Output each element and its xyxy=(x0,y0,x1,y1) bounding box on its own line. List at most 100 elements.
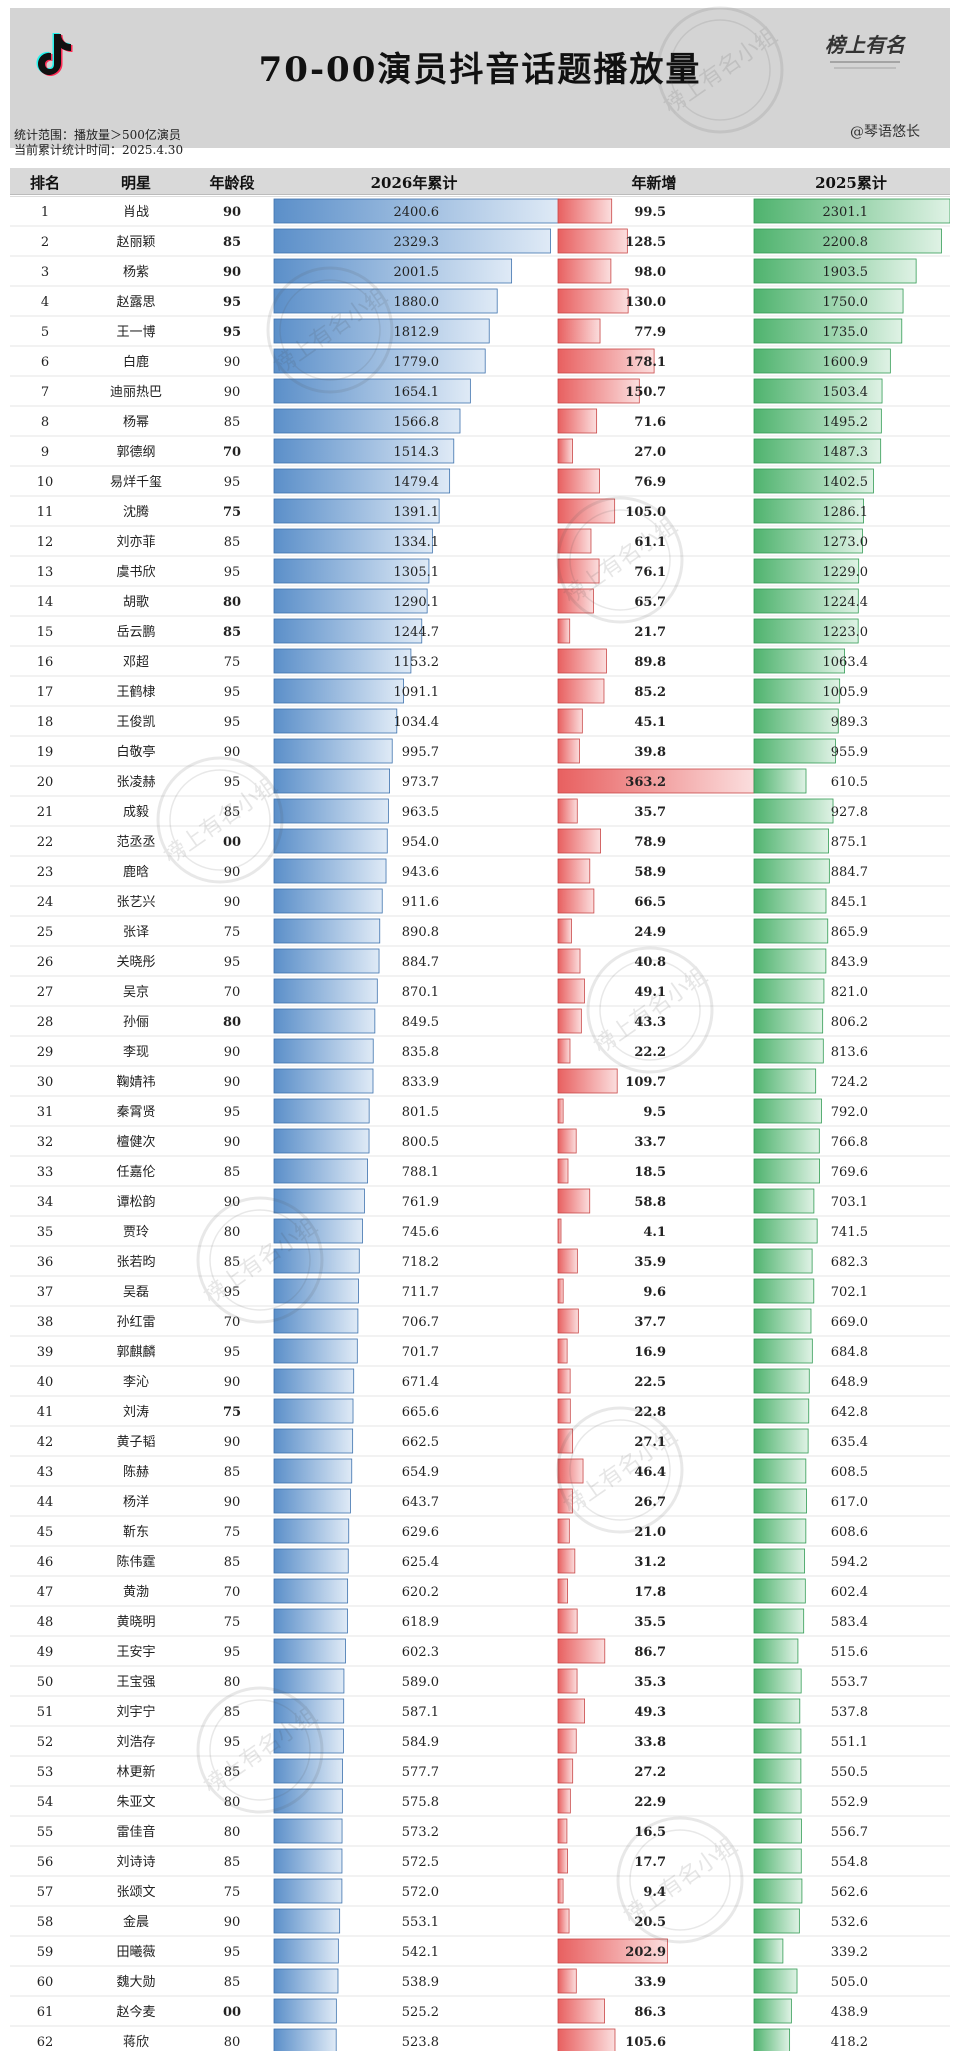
total-value-label: 701.7 xyxy=(402,1345,439,1360)
name-label: 刘浩存 xyxy=(116,1735,155,1750)
new-bar xyxy=(557,1218,562,1244)
total-bar xyxy=(273,1818,343,1844)
table-row: 38 孙红雷 70 706.7 37.7 669.0 xyxy=(10,1308,950,1337)
new-bar xyxy=(557,1368,571,1394)
new-bar xyxy=(557,1488,573,1514)
age-label: 95 xyxy=(224,1735,241,1750)
age-label: 95 xyxy=(224,1285,241,1300)
total-value-label: 1244.7 xyxy=(394,625,440,640)
age-label: 00 xyxy=(223,835,241,850)
rank-label: 6 xyxy=(41,355,49,370)
total-value-label: 587.1 xyxy=(402,1705,439,1720)
rank-label: 17 xyxy=(37,685,54,700)
table-row: 18 王俊凯 95 1034.4 45.1 989.3 xyxy=(10,708,950,737)
table-row: 47 黄渤 70 620.2 17.8 602.4 xyxy=(10,1578,950,1607)
table-row: 5 王一博 95 1812.9 77.9 1735.0 xyxy=(10,318,950,347)
table-row: 23 鹿晗 90 943.6 58.9 884.7 xyxy=(10,858,950,887)
total-bar xyxy=(273,798,389,824)
prev-bar xyxy=(753,1398,810,1424)
rank-label: 28 xyxy=(37,1015,54,1030)
prev-bar xyxy=(753,1548,806,1574)
table-row: 53 林更新 85 577.7 27.2 550.5 xyxy=(10,1758,950,1787)
prev-bar xyxy=(753,1698,801,1724)
prev-value-label: 1503.4 xyxy=(823,385,869,400)
age-label: 90 xyxy=(223,265,241,280)
prev-bar xyxy=(753,1428,809,1454)
total-value-label: 711.7 xyxy=(402,1285,439,1300)
table-row: 43 陈赫 85 654.9 46.4 608.5 xyxy=(10,1458,950,1487)
total-value-label: 575.8 xyxy=(402,1795,439,1810)
total-bar xyxy=(273,948,380,974)
new-value-label: 24.9 xyxy=(634,925,666,940)
total-value-label: 943.6 xyxy=(402,865,439,880)
table-row: 56 刘诗诗 85 572.5 17.7 554.8 xyxy=(10,1848,950,1877)
total-value-label: 761.9 xyxy=(402,1195,439,1210)
prev-value-label: 550.5 xyxy=(831,1765,868,1780)
prev-value-label: 1495.2 xyxy=(823,415,869,430)
prev-value-label: 1229.0 xyxy=(823,565,869,580)
total-value-label: 788.1 xyxy=(402,1165,439,1180)
new-value-label: 109.7 xyxy=(625,1075,666,1090)
prev-value-label: 515.6 xyxy=(831,1645,868,1660)
total-value-label: 584.9 xyxy=(402,1735,439,1750)
new-value-label: 39.8 xyxy=(634,745,666,760)
rank-label: 31 xyxy=(37,1105,54,1120)
total-bar xyxy=(273,198,560,224)
prev-bar xyxy=(753,348,891,374)
prev-value-label: 1224.4 xyxy=(823,595,869,610)
total-value-label: 572.0 xyxy=(402,1885,439,1900)
new-bar xyxy=(557,1128,577,1154)
total-value-label: 620.2 xyxy=(402,1585,439,1600)
new-bar xyxy=(557,408,598,434)
new-bar xyxy=(557,1458,584,1484)
prev-bar xyxy=(753,1098,822,1124)
age-label: 80 xyxy=(224,1795,241,1810)
new-bar xyxy=(557,798,578,824)
age-label: 75 xyxy=(224,1525,241,1540)
new-value-label: 18.5 xyxy=(634,1165,666,1180)
rank-label: 20 xyxy=(37,775,54,790)
header-prev: 2025累计 xyxy=(815,174,887,192)
name-label: 王安宇 xyxy=(116,1645,155,1660)
total-bar xyxy=(273,1668,345,1694)
new-value-label: 76.9 xyxy=(634,475,666,490)
age-label: 90 xyxy=(224,1435,241,1450)
total-bar xyxy=(273,288,498,314)
table-row: 55 雷佳音 80 573.2 16.5 556.7 xyxy=(10,1818,950,1847)
total-value-label: 1305.1 xyxy=(394,565,440,580)
name-label: 王鹤棣 xyxy=(116,684,155,700)
new-bar xyxy=(557,1788,571,1814)
new-bar xyxy=(557,1308,579,1334)
prev-bar xyxy=(753,1518,807,1544)
name-label: 吴京 xyxy=(123,985,149,1000)
total-value-label: 1812.9 xyxy=(394,325,440,340)
total-value-label: 973.7 xyxy=(402,775,439,790)
total-bar xyxy=(273,1218,363,1244)
total-value-label: 963.5 xyxy=(402,805,439,820)
prev-value-label: 1273.0 xyxy=(823,535,869,550)
rank-label: 58 xyxy=(37,1915,54,1930)
age-label: 90 xyxy=(224,355,241,370)
rank-label: 35 xyxy=(37,1225,54,1240)
rank-label: 36 xyxy=(37,1255,54,1270)
table-row: 13 虞书欣 95 1305.1 76.1 1229.0 xyxy=(10,558,950,587)
rank-label: 38 xyxy=(37,1315,54,1330)
total-value-label: 1880.0 xyxy=(394,295,440,310)
new-value-label: 45.1 xyxy=(634,715,666,730)
rank-label: 11 xyxy=(37,505,54,520)
age-label: 95 xyxy=(224,715,241,730)
rank-label: 10 xyxy=(37,475,54,490)
new-bar xyxy=(557,1068,618,1094)
name-label: 肖战 xyxy=(123,205,149,220)
new-bar xyxy=(557,318,601,344)
age-label: 75 xyxy=(224,1885,241,1900)
total-bar xyxy=(273,1578,349,1604)
total-bar xyxy=(273,1848,343,1874)
prev-bar xyxy=(753,1218,818,1244)
rank-label: 15 xyxy=(37,625,54,640)
total-value-label: 954.0 xyxy=(402,835,439,850)
tiktok-logo-icon xyxy=(26,26,82,82)
prev-bar xyxy=(753,1128,820,1154)
total-bar xyxy=(273,318,490,344)
age-label: 95 xyxy=(224,565,241,580)
